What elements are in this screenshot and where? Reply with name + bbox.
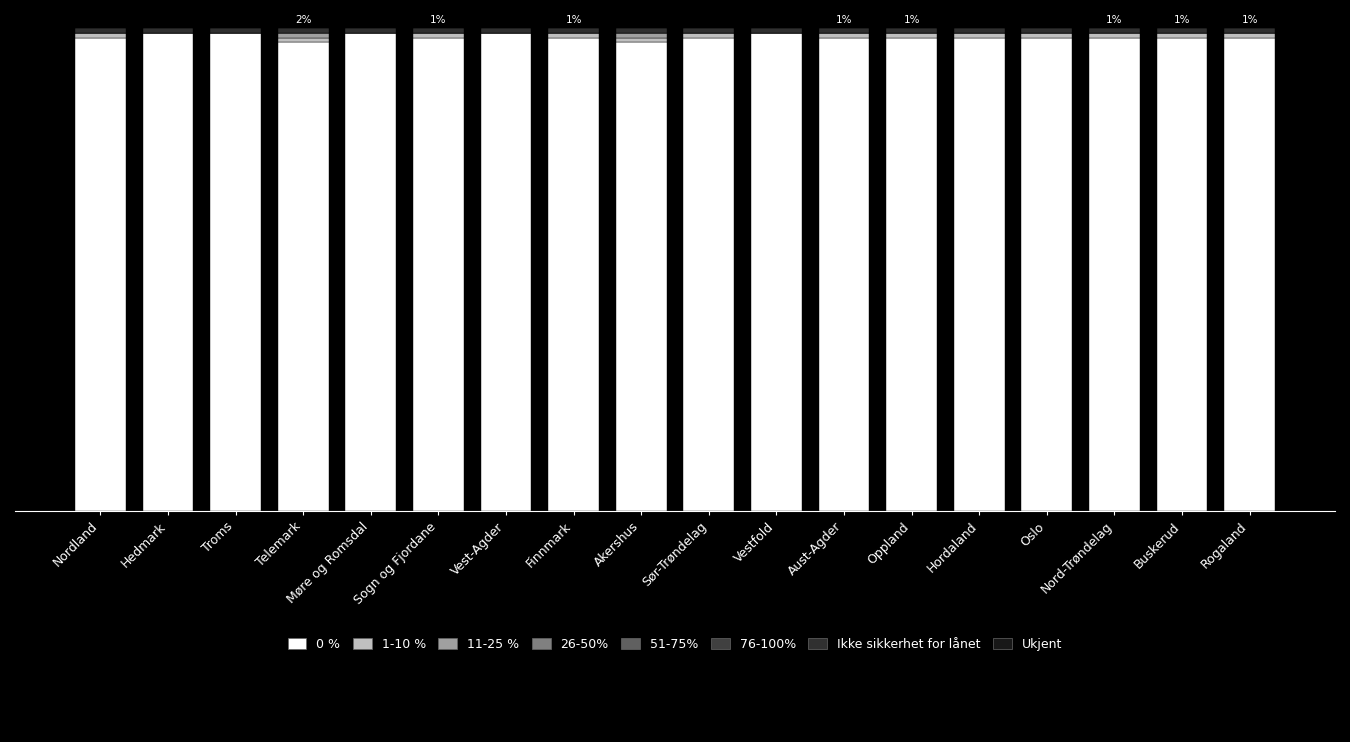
Bar [818, 38, 869, 511]
Bar [616, 33, 667, 38]
Bar [76, 28, 126, 33]
Bar [278, 38, 328, 42]
Bar [413, 38, 464, 511]
Bar [481, 28, 532, 33]
Bar [278, 42, 328, 511]
Legend: 0 %, 1-10 %, 11-25 %, 26-50%, 51-75%, 76-100%, Ikke sikkerhet for lånet, Ukjent: 0 %, 1-10 %, 11-25 %, 26-50%, 51-75%, 76… [282, 633, 1068, 656]
Text: 1%: 1% [837, 494, 852, 504]
Bar [1157, 38, 1207, 511]
Bar [818, 28, 869, 33]
Bar [548, 38, 599, 511]
Text: 1%: 1% [566, 16, 582, 25]
Text: 1%: 1% [903, 16, 919, 25]
Text: 1%: 1% [836, 16, 852, 25]
Bar [76, 33, 126, 38]
Bar [211, 33, 261, 511]
Bar [954, 38, 1004, 511]
Bar [818, 33, 869, 38]
Bar [616, 28, 667, 33]
Bar [211, 28, 261, 33]
Bar [413, 33, 464, 38]
Text: 1%: 1% [1174, 494, 1189, 504]
Bar [683, 33, 734, 38]
Bar [886, 38, 937, 511]
Text: 1%: 1% [1242, 16, 1258, 25]
Bar [616, 38, 667, 42]
Bar [143, 33, 193, 511]
Bar [76, 38, 126, 511]
Bar [683, 28, 734, 33]
Bar [346, 28, 396, 33]
Bar [278, 33, 328, 38]
Text: 1%: 1% [566, 494, 582, 504]
Bar [1224, 33, 1274, 38]
Text: 2%: 2% [294, 16, 312, 25]
Bar [886, 33, 937, 38]
Bar [1089, 28, 1139, 33]
Bar [481, 33, 532, 511]
Bar [1022, 33, 1072, 38]
Bar [1089, 33, 1139, 38]
Bar [1157, 33, 1207, 38]
Bar [1022, 28, 1072, 33]
Bar [346, 33, 396, 511]
Bar [1224, 28, 1274, 33]
Bar [1022, 38, 1072, 511]
Bar [1157, 28, 1207, 33]
Bar [954, 28, 1004, 33]
Bar [751, 28, 802, 33]
Bar [548, 28, 599, 33]
Bar [1224, 38, 1274, 511]
Bar [954, 33, 1004, 38]
Text: 1%: 1% [93, 494, 108, 504]
Text: 1%: 1% [1242, 494, 1257, 504]
Bar [1089, 38, 1139, 511]
Bar [278, 28, 328, 33]
Bar [548, 33, 599, 38]
Text: 1%: 1% [431, 16, 447, 25]
Bar [143, 28, 193, 33]
Bar [886, 28, 937, 33]
Bar [616, 42, 667, 511]
Bar [751, 33, 802, 511]
Bar [413, 28, 464, 33]
Text: 1%: 1% [1107, 494, 1122, 504]
Text: 1%: 1% [1173, 16, 1191, 25]
Bar [683, 38, 734, 511]
Text: 1%: 1% [1106, 16, 1123, 25]
